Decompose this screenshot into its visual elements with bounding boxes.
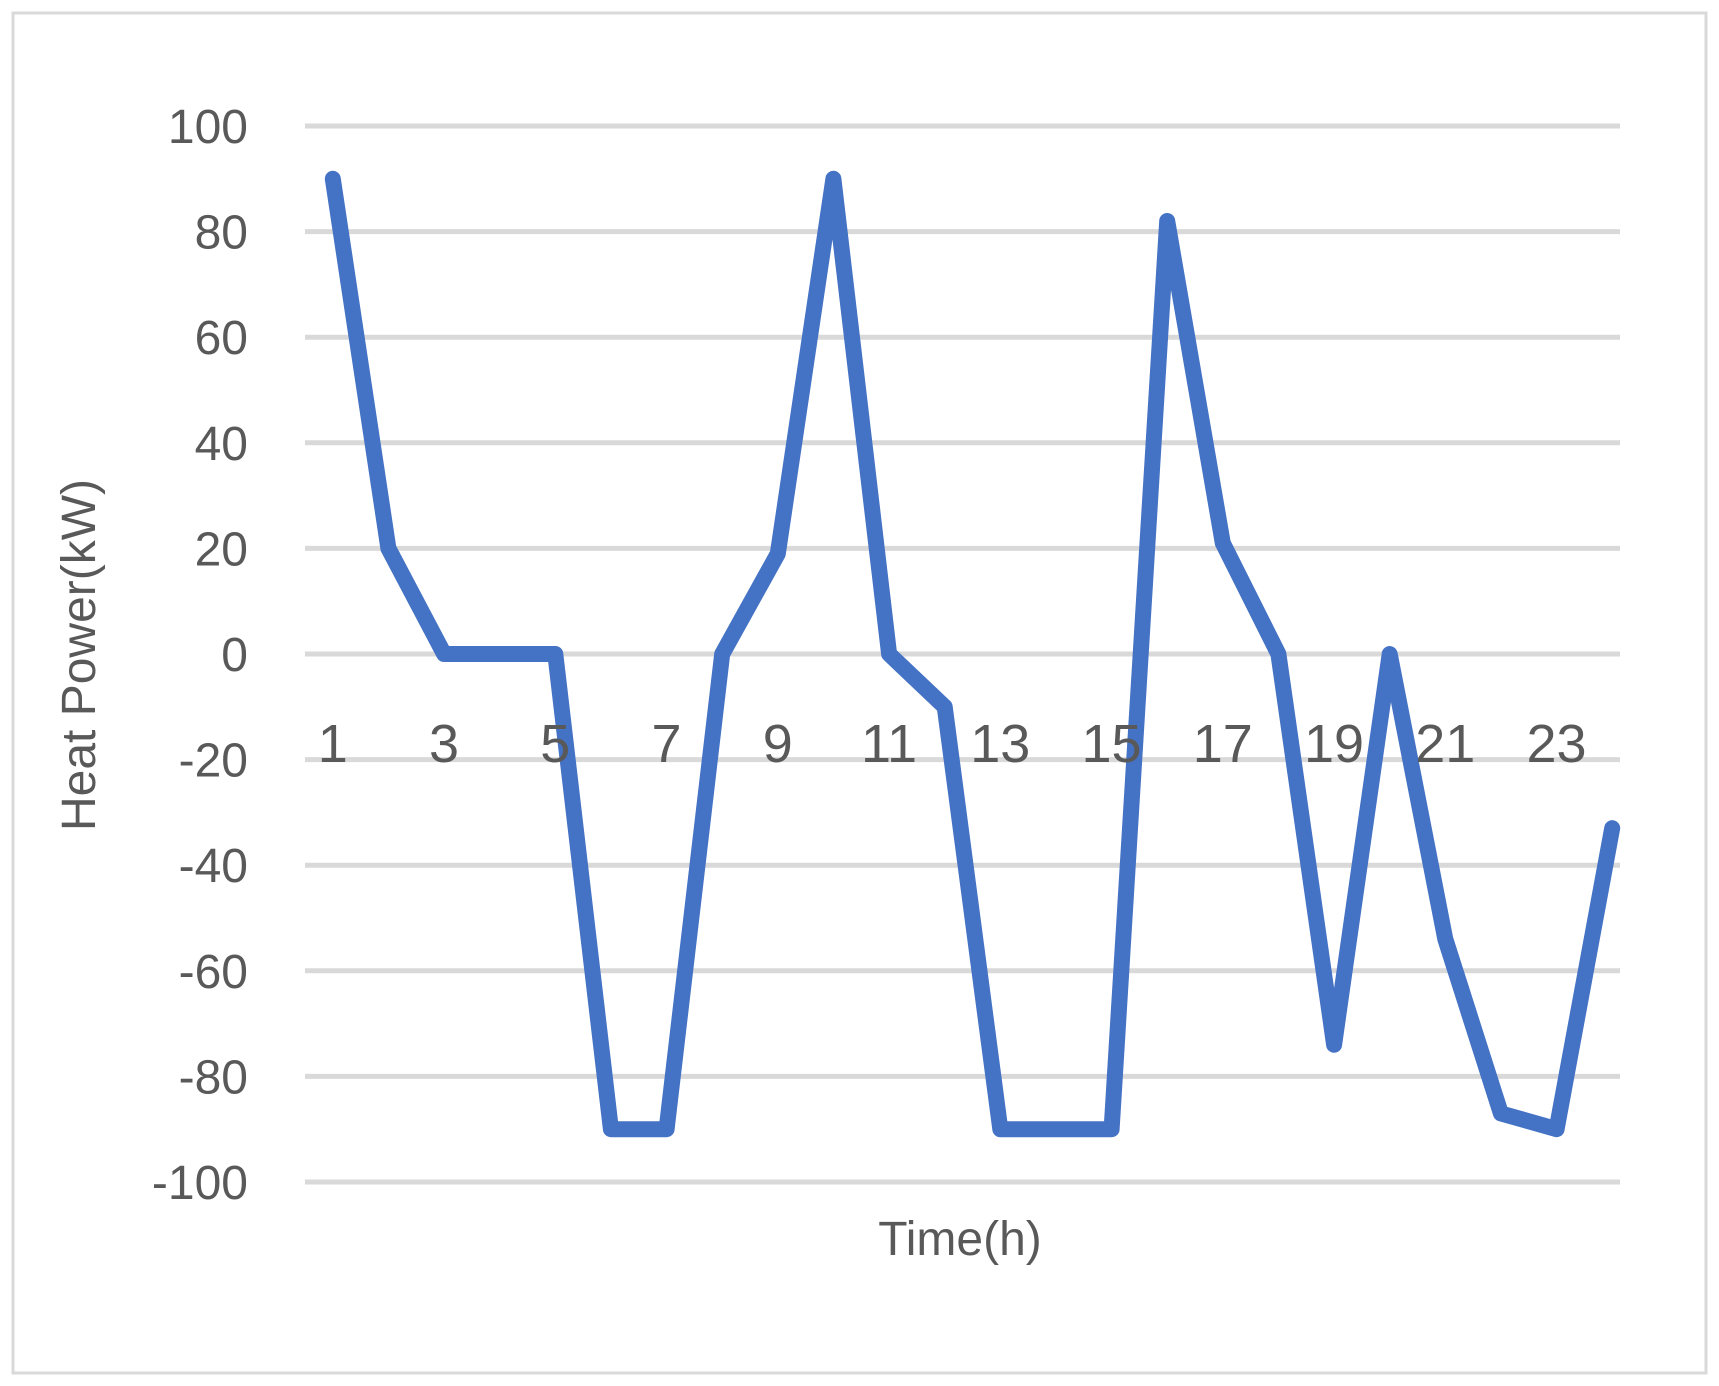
x-tick-label: 23 <box>1527 714 1587 774</box>
y-axis-ticks: 100 80 60 40 20 0 -20 -40 -60 -80 -100 <box>152 101 248 1210</box>
y-axis-title: Heat Power(kW) <box>53 479 106 831</box>
y-tick-label: 60 <box>195 312 248 365</box>
y-tick-label: -80 <box>179 1051 248 1104</box>
series-layer <box>324 170 1621 1138</box>
x-tick-label: 9 <box>763 714 793 774</box>
chart-border <box>11 11 1708 1375</box>
y-tick-label: -20 <box>179 735 248 788</box>
x-tick-label: 3 <box>429 714 459 774</box>
x-tick-label: 15 <box>1082 714 1142 774</box>
x-tick-label: 17 <box>1193 714 1253 774</box>
y-tick-label: 0 <box>221 629 248 682</box>
y-tick-label: 100 <box>168 101 248 154</box>
x-tick-label: 11 <box>861 714 917 774</box>
y-tick-label: -60 <box>179 946 248 999</box>
x-tick-label: 7 <box>652 714 682 774</box>
x-tick-label: 5 <box>540 714 570 774</box>
y-tick-label: -40 <box>179 840 248 893</box>
series-line <box>324 170 1621 1138</box>
x-tick-label: 21 <box>1415 714 1475 774</box>
x-tick-label: 1 <box>318 714 348 774</box>
y-tick-label: 20 <box>195 523 248 576</box>
y-tick-label: -100 <box>152 1157 248 1210</box>
x-tick-label: 19 <box>1304 714 1364 774</box>
x-axis-ticks: 1 3 5 7 9 11 13 15 17 19 21 23 <box>318 714 1587 774</box>
x-tick-label: 13 <box>970 714 1030 774</box>
x-axis-title: Time(h) <box>878 1213 1042 1266</box>
y-tick-label: 80 <box>195 207 248 260</box>
y-tick-label: 40 <box>195 418 248 471</box>
